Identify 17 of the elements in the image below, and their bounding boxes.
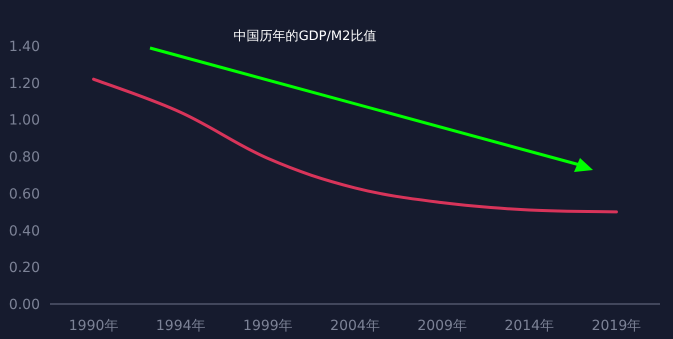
x-tick-label: 2004年 <box>330 318 380 334</box>
y-tick-label: 0.60 <box>8 186 40 202</box>
y-tick-label: 1.20 <box>8 76 40 92</box>
x-tick-label: 2009年 <box>417 318 467 334</box>
x-tick-label: 2019年 <box>592 318 642 334</box>
chart-title: 中国历年的GDP/M2比值 <box>234 29 376 44</box>
x-tick-label: 1990年 <box>68 318 118 334</box>
y-tick-label: 1.00 <box>8 112 40 129</box>
x-tick-label: 1994年 <box>156 318 206 334</box>
y-tick-label: 1.40 <box>8 39 40 55</box>
y-tick-label: 0.00 <box>8 297 40 313</box>
y-tick-label: 0.20 <box>8 260 40 276</box>
line-series <box>92 78 618 214</box>
x-tick-label: 1999年 <box>243 318 293 334</box>
y-tick-label: 0.40 <box>8 223 40 240</box>
x-tick-label: 2014年 <box>504 318 554 334</box>
y-tick-label: 0.80 <box>8 150 40 166</box>
